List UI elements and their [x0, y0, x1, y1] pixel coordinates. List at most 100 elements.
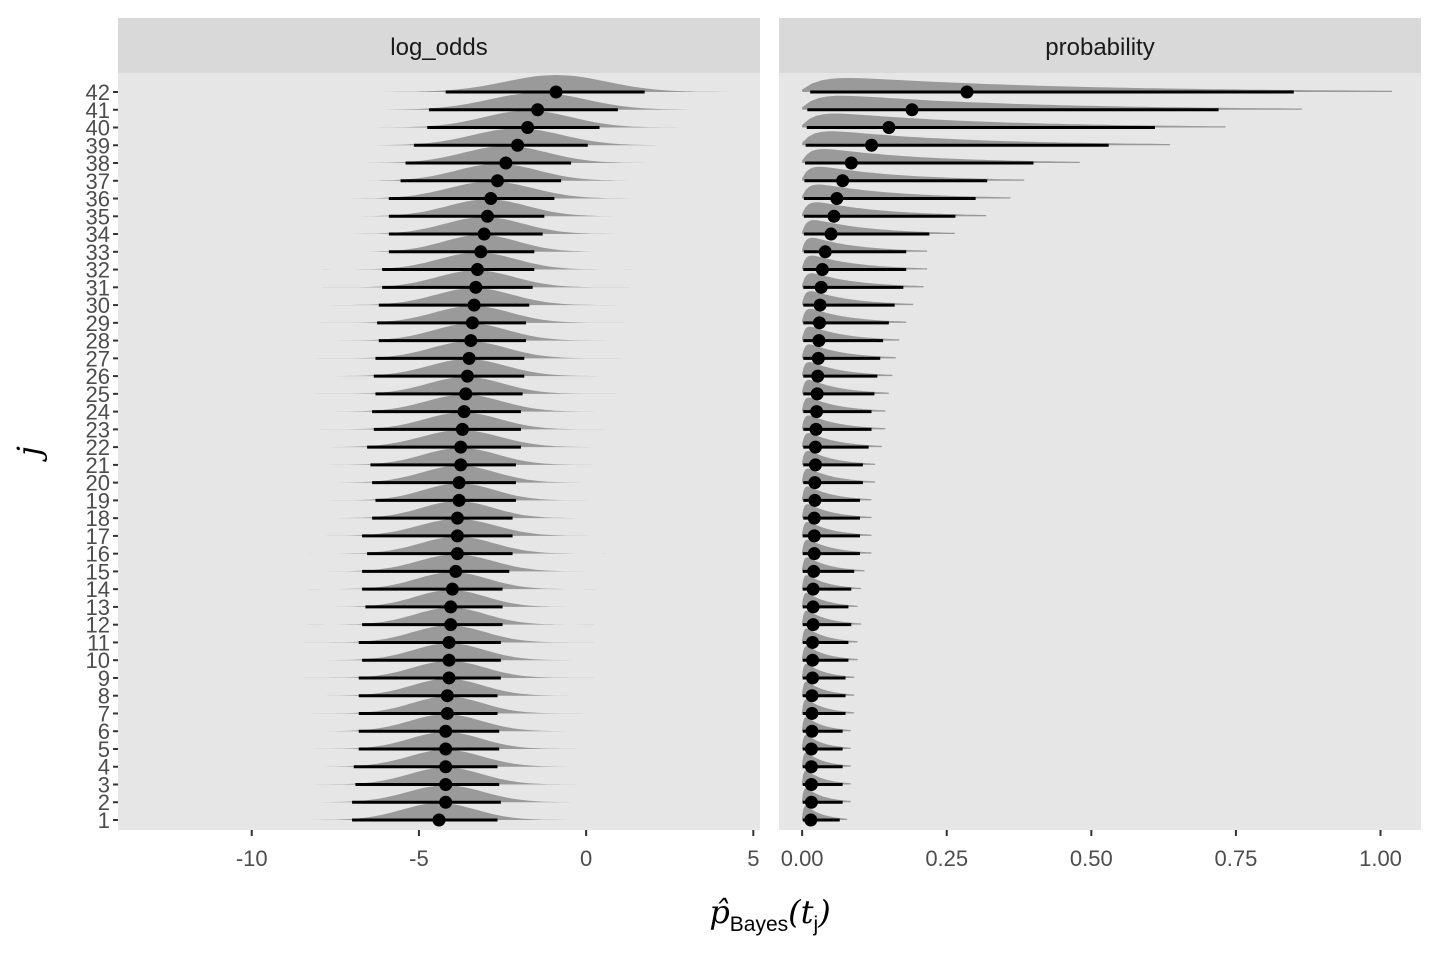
density-probability-25: [802, 379, 889, 394]
point-probability-13: [806, 600, 820, 614]
point-log_odds-22: [454, 440, 468, 454]
density-log_odds-30: [320, 288, 628, 306]
point-log_odds-35: [480, 209, 494, 223]
density-probability-27: [802, 344, 896, 359]
strip-log-odds: [118, 18, 760, 73]
point-probability-15: [807, 564, 821, 578]
point-log_odds-11: [442, 635, 456, 649]
density-log_odds-10: [307, 643, 591, 661]
density-probability-40: [802, 113, 1226, 128]
point-probability-25: [810, 387, 824, 401]
x-tick-label: 1.00: [1359, 846, 1402, 871]
point-probability-4: [804, 760, 818, 774]
point-log_odds-4: [439, 760, 453, 774]
y-tick-label: 13: [86, 595, 110, 620]
density-log_odds-28: [320, 323, 621, 341]
y-tick-label: 5: [98, 737, 110, 762]
point-probability-14: [806, 582, 820, 596]
point-probability-3: [804, 777, 818, 791]
y-tick-label: 38: [86, 151, 110, 176]
point-log_odds-12: [444, 618, 458, 632]
strip-label-probability: probability: [1045, 34, 1154, 61]
point-probability-19: [808, 493, 822, 507]
point-probability-30: [813, 298, 827, 312]
point-probability-2: [804, 795, 818, 809]
point-probability-21: [808, 458, 822, 472]
strip-label-log-odds: log_odds: [390, 34, 487, 61]
point-log_odds-21: [454, 458, 468, 472]
point-log_odds-18: [450, 511, 464, 525]
x-axis-probability: 0.00 0.25 0.50 0.75 1.00: [781, 830, 1402, 871]
x-axis-title-arg: (t: [788, 893, 813, 931]
point-probability-33: [818, 245, 832, 259]
density-probability-37: [802, 166, 1025, 181]
y-tick-label: 23: [86, 417, 110, 442]
density-log_odds-2: [293, 785, 598, 803]
density-probability-22: [802, 433, 882, 448]
density-log_odds-8: [305, 678, 589, 696]
y-tick-label: 40: [86, 116, 110, 141]
point-probability-26: [811, 369, 825, 383]
density-log_odds-40: [351, 110, 704, 128]
point-log_odds-30: [467, 298, 481, 312]
point-log_odds-14: [445, 582, 459, 596]
point-probability-18: [807, 511, 821, 525]
point-log_odds-37: [491, 174, 505, 188]
point-probability-23: [809, 422, 823, 436]
density-log_odds-34: [327, 217, 642, 235]
density-probability-34: [802, 220, 955, 235]
point-probability-6: [805, 724, 819, 738]
density-log_odds-32: [322, 252, 633, 270]
point-log_odds-10: [442, 653, 456, 667]
density-probability-41: [802, 95, 1302, 110]
x-tick-label: 0.75: [1215, 846, 1258, 871]
point-log_odds-32: [470, 263, 484, 277]
y-tick-label: 15: [86, 559, 110, 584]
panel-background-probability: [779, 73, 1421, 830]
point-probability-24: [810, 405, 824, 419]
density-log_odds-24: [312, 394, 616, 412]
point-log_odds-36: [484, 192, 498, 206]
point-log_odds-17: [450, 529, 464, 543]
density-probability-29: [802, 308, 907, 323]
point-log_odds-27: [462, 351, 476, 365]
density-log_odds-21: [312, 447, 610, 465]
point-probability-29: [812, 316, 826, 330]
density-log_odds-1: [290, 803, 588, 820]
density-log_odds-14: [309, 572, 596, 590]
y-tick-label: 4: [98, 755, 110, 780]
point-probability-7: [805, 706, 819, 720]
y-axis-title: j: [10, 446, 48, 462]
y-tick-label: 41: [86, 98, 110, 123]
point-probability-37: [836, 174, 850, 188]
density-probability-24: [802, 397, 886, 412]
density-log_odds-23: [312, 412, 613, 430]
point-log_odds-34: [477, 227, 491, 241]
point-probability-40: [882, 121, 896, 135]
point-log_odds-23: [455, 422, 469, 436]
density-probability-26: [802, 362, 893, 377]
x-tick-label: 0.50: [1070, 846, 1113, 871]
density-log_odds-7: [305, 696, 589, 714]
y-tick-label: 26: [86, 364, 110, 389]
point-log_odds-26: [460, 369, 474, 383]
density-log_odds-5: [302, 732, 589, 749]
point-log_odds-38: [499, 156, 513, 170]
point-probability-41: [905, 103, 919, 117]
point-log_odds-29: [465, 316, 479, 330]
point-probability-28: [812, 334, 826, 348]
y-tick-label: 42: [86, 80, 110, 105]
x-tick-label: -5: [409, 846, 429, 871]
y-tick-label: 6: [98, 719, 110, 744]
x-axis-title: p̂Bayes(tj): [709, 893, 830, 936]
point-log_odds-9: [442, 671, 456, 685]
point-log_odds-33: [474, 245, 488, 259]
density-log_odds-11: [304, 625, 595, 643]
density-log_odds-20: [312, 465, 606, 483]
point-log_odds-28: [464, 334, 478, 348]
density-log_odds-6: [302, 714, 589, 732]
y-tick-label: 29: [86, 311, 110, 336]
density-log_odds-27: [317, 341, 621, 359]
point-log_odds-39: [511, 138, 525, 152]
